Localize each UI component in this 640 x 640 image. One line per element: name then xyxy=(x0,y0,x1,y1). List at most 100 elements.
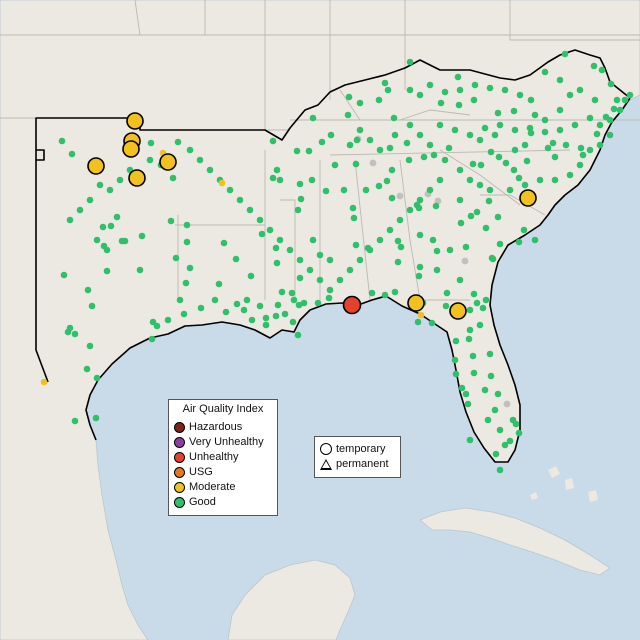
good-monitor-marker[interactable] xyxy=(571,121,579,129)
good-monitor-marker[interactable] xyxy=(487,148,495,156)
good-monitor-marker[interactable] xyxy=(172,254,180,262)
good-monitor-marker[interactable] xyxy=(92,414,100,422)
good-monitor-marker[interactable] xyxy=(233,300,241,308)
good-monitor-marker[interactable] xyxy=(476,181,484,189)
good-monitor-marker[interactable] xyxy=(269,137,277,145)
good-monitor-marker[interactable] xyxy=(437,99,445,107)
good-monitor-marker[interactable] xyxy=(451,126,459,134)
monitor-markers[interactable] xyxy=(40,50,634,474)
moderate-monitor-marker[interactable] xyxy=(417,311,425,319)
good-monitor-marker[interactable] xyxy=(511,126,519,134)
good-monitor-marker[interactable] xyxy=(243,296,251,304)
good-monitor-marker[interactable] xyxy=(215,280,223,288)
good-monitor-marker[interactable] xyxy=(481,386,489,394)
good-monitor-marker[interactable] xyxy=(510,166,518,174)
good-monitor-marker[interactable] xyxy=(294,331,302,339)
good-monitor-marker[interactable] xyxy=(314,299,322,307)
good-monitor-marker[interactable] xyxy=(300,299,308,307)
good-monitor-marker[interactable] xyxy=(414,318,422,326)
good-monitor-marker[interactable] xyxy=(107,222,115,230)
good-monitor-marker[interactable] xyxy=(103,246,111,254)
good-monitor-marker[interactable] xyxy=(148,335,156,343)
good-monitor-marker[interactable] xyxy=(457,219,465,227)
good-monitor-marker[interactable] xyxy=(113,213,121,221)
good-monitor-marker[interactable] xyxy=(586,114,594,122)
good-monitor-marker[interactable] xyxy=(516,91,524,99)
good-monitor-marker[interactable] xyxy=(445,144,453,152)
good-monitor-marker[interactable] xyxy=(551,176,559,184)
good-monitor-marker[interactable] xyxy=(476,136,484,144)
good-monitor-marker[interactable] xyxy=(527,129,535,137)
good-monitor-marker[interactable] xyxy=(386,144,394,152)
good-monitor-marker[interactable] xyxy=(510,107,518,115)
inactive-monitor-marker[interactable] xyxy=(434,197,442,205)
good-monitor-marker[interactable] xyxy=(318,138,326,146)
good-monitor-marker[interactable] xyxy=(531,236,539,244)
good-monitor-marker[interactable] xyxy=(352,160,360,168)
good-monitor-marker[interactable] xyxy=(426,81,434,89)
good-monitor-marker[interactable] xyxy=(394,237,402,245)
good-monitor-marker[interactable] xyxy=(66,216,74,224)
good-monitor-marker[interactable] xyxy=(566,171,574,179)
good-monitor-marker[interactable] xyxy=(606,131,614,139)
good-monitor-marker[interactable] xyxy=(352,241,360,249)
good-monitor-marker[interactable] xyxy=(388,166,396,174)
good-monitor-marker[interactable] xyxy=(494,390,502,398)
good-monitor-marker[interactable] xyxy=(356,126,364,134)
good-monitor-marker[interactable] xyxy=(416,263,424,271)
good-monitor-marker[interactable] xyxy=(515,429,523,437)
good-monitor-marker[interactable] xyxy=(470,369,478,377)
good-monitor-marker[interactable] xyxy=(273,259,281,267)
good-monitor-marker[interactable] xyxy=(596,121,604,129)
good-monitor-marker[interactable] xyxy=(297,195,305,203)
moderate-temporary-monitor-marker[interactable] xyxy=(407,294,425,312)
good-monitor-marker[interactable] xyxy=(436,176,444,184)
good-monitor-marker[interactable] xyxy=(482,296,490,304)
good-monitor-marker[interactable] xyxy=(446,246,454,254)
good-monitor-marker[interactable] xyxy=(406,86,414,94)
good-monitor-marker[interactable] xyxy=(386,226,394,234)
good-monitor-marker[interactable] xyxy=(496,426,504,434)
good-monitor-marker[interactable] xyxy=(272,244,280,252)
good-monitor-marker[interactable] xyxy=(456,86,464,94)
good-monitor-marker[interactable] xyxy=(306,266,314,274)
good-monitor-marker[interactable] xyxy=(305,147,313,155)
good-monitor-marker[interactable] xyxy=(136,266,144,274)
good-monitor-marker[interactable] xyxy=(430,151,438,159)
good-monitor-marker[interactable] xyxy=(551,153,559,161)
good-monitor-marker[interactable] xyxy=(262,321,270,329)
good-monitor-marker[interactable] xyxy=(186,264,194,272)
good-monitor-marker[interactable] xyxy=(84,286,92,294)
good-monitor-marker[interactable] xyxy=(99,223,107,231)
inactive-monitor-marker[interactable] xyxy=(503,400,511,408)
good-monitor-marker[interactable] xyxy=(479,304,487,312)
inactive-monitor-marker[interactable] xyxy=(369,159,377,167)
good-monitor-marker[interactable] xyxy=(452,337,460,345)
good-monitor-marker[interactable] xyxy=(590,62,598,70)
good-monitor-marker[interactable] xyxy=(206,166,214,174)
good-monitor-marker[interactable] xyxy=(455,101,463,109)
good-monitor-marker[interactable] xyxy=(406,58,414,66)
good-monitor-marker[interactable] xyxy=(456,166,464,174)
good-monitor-marker[interactable] xyxy=(146,156,154,164)
good-monitor-marker[interactable] xyxy=(458,384,466,392)
good-monitor-marker[interactable] xyxy=(375,182,383,190)
good-monitor-marker[interactable] xyxy=(164,316,172,324)
good-monitor-marker[interactable] xyxy=(222,308,230,316)
good-monitor-marker[interactable] xyxy=(456,276,464,284)
good-monitor-marker[interactable] xyxy=(485,197,493,205)
moderate-temporary-monitor-marker[interactable] xyxy=(519,189,537,207)
good-monitor-marker[interactable] xyxy=(71,330,79,338)
good-monitor-marker[interactable] xyxy=(429,236,437,244)
good-monitor-marker[interactable] xyxy=(289,318,297,326)
good-monitor-marker[interactable] xyxy=(481,124,489,132)
moderate-monitor-marker[interactable] xyxy=(218,179,226,187)
good-monitor-marker[interactable] xyxy=(197,304,205,312)
good-monitor-marker[interactable] xyxy=(394,258,402,266)
good-monitor-marker[interactable] xyxy=(416,131,424,139)
good-monitor-marker[interactable] xyxy=(561,50,569,58)
good-monitor-marker[interactable] xyxy=(515,238,523,246)
good-monitor-marker[interactable] xyxy=(406,206,414,214)
good-monitor-marker[interactable] xyxy=(356,99,364,107)
good-monitor-marker[interactable] xyxy=(169,174,177,182)
